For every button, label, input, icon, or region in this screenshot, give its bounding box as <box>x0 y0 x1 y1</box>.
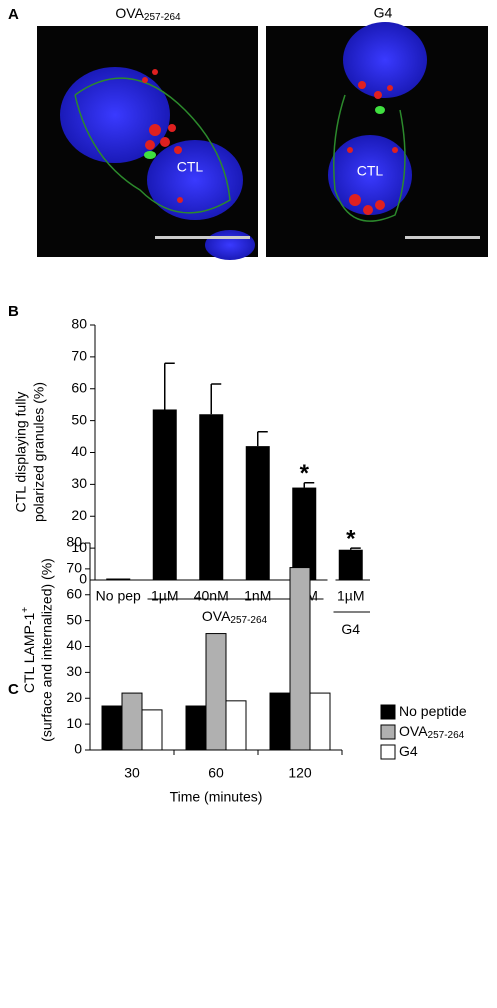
x-tick-label: 40nM <box>194 588 229 604</box>
y-tick-label: 50 <box>66 611 82 627</box>
bar <box>309 692 331 751</box>
error-bar <box>257 431 268 447</box>
y-tick-label: 0 <box>74 741 82 757</box>
bar <box>338 549 363 580</box>
panel-label: B <box>8 303 19 320</box>
y-tick-label: 30 <box>71 475 87 491</box>
micrograph: CTL <box>37 26 258 260</box>
cell-label: CTL <box>177 159 204 175</box>
x-tick-label: 1nM <box>244 588 271 604</box>
cell-label: CTL <box>357 163 384 179</box>
y-tick-label: 60 <box>71 379 87 395</box>
x-tick-label: 1µM <box>337 588 365 604</box>
annotation: * <box>346 525 356 552</box>
x-tick-label: 1µM <box>151 588 179 604</box>
bar <box>121 692 143 751</box>
annotation: * <box>300 460 310 487</box>
y-tick-label: 80 <box>71 316 87 332</box>
legend-swatch <box>380 704 396 720</box>
error-bar <box>303 482 315 488</box>
y-tick-label: 70 <box>71 348 87 364</box>
group-label: OVA257-264 <box>202 608 268 626</box>
error-bar <box>210 383 222 415</box>
bar <box>245 446 270 580</box>
x-axis-label: Time (minutes) <box>170 789 263 805</box>
y-axis-label: CTL LAMP-1+ <box>20 607 37 693</box>
y-tick-label: 0 <box>79 571 87 587</box>
y-tick-label: 10 <box>66 715 82 731</box>
x-tick-label: No pep <box>96 588 141 604</box>
error-bar <box>350 547 361 550</box>
legend-label: G4 <box>399 743 418 759</box>
y-tick-label: 70 <box>66 560 82 576</box>
y-axis-label: polarized granules (%) <box>31 382 47 522</box>
x-tick-label: 30 <box>124 765 140 781</box>
y-tick-label: 10 <box>71 539 87 555</box>
image-title: G4 <box>374 5 393 21</box>
y-axis-label: CTL displaying fully <box>13 392 29 513</box>
legend-label: OVA257-264 <box>399 723 465 741</box>
x-tick-label: 120 <box>288 765 312 781</box>
legend-swatch <box>380 744 396 760</box>
y-axis-label: (surface and internalized) (%) <box>39 558 55 742</box>
bar <box>205 633 227 751</box>
panel-label: A <box>8 6 19 23</box>
error-bar <box>164 362 175 410</box>
y-tick-label: 20 <box>71 507 87 523</box>
bar <box>292 487 317 580</box>
image-title: OVA257-264 <box>115 5 181 23</box>
y-tick-label: 20 <box>66 689 82 705</box>
y-tick-label: 50 <box>71 411 87 427</box>
bar <box>289 567 311 751</box>
group-label: G4 <box>341 621 360 637</box>
y-tick-label: 40 <box>71 443 87 459</box>
y-tick-label: 60 <box>66 585 82 601</box>
micrograph: CTL <box>266 22 488 257</box>
bar <box>225 700 247 751</box>
bar <box>141 709 163 751</box>
bar <box>152 409 177 580</box>
bar <box>101 705 123 751</box>
bar <box>269 692 291 751</box>
legend-label: No peptide <box>399 703 467 719</box>
bar <box>185 705 207 751</box>
x-tick-label: 60 <box>208 765 224 781</box>
panel-label: C <box>8 681 19 698</box>
y-tick-label: 40 <box>66 637 82 653</box>
bar <box>106 578 131 580</box>
legend-swatch <box>380 724 396 740</box>
bar <box>199 414 224 580</box>
y-tick-label: 30 <box>66 663 82 679</box>
y-tick-label: 80 <box>66 534 82 550</box>
